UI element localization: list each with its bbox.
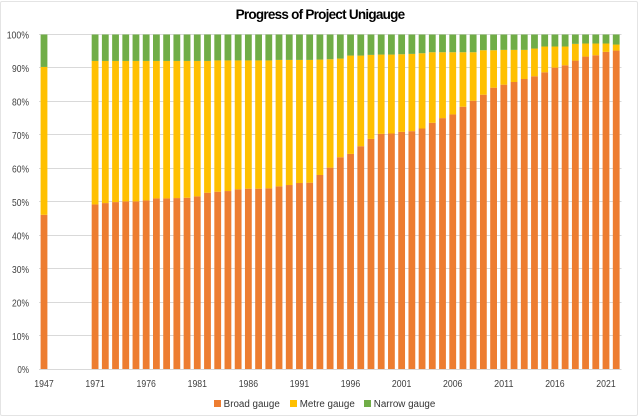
svg-text:1976: 1976 [137, 379, 157, 390]
svg-text:1996: 1996 [341, 379, 361, 390]
svg-text:80%: 80% [12, 98, 29, 109]
svg-text:1981: 1981 [188, 379, 208, 390]
svg-text:2006: 2006 [443, 379, 463, 390]
svg-text:2016: 2016 [545, 379, 565, 390]
svg-text:70%: 70% [12, 131, 29, 142]
svg-text:60%: 60% [12, 165, 29, 176]
svg-text:90%: 90% [12, 64, 29, 75]
svg-text:1991: 1991 [290, 379, 310, 390]
svg-text:10%: 10% [12, 332, 29, 343]
svg-text:0%: 0% [17, 365, 29, 376]
svg-text:2001: 2001 [392, 379, 412, 390]
svg-text:1986: 1986 [239, 379, 259, 390]
svg-text:1971: 1971 [85, 379, 105, 390]
svg-text:30%: 30% [12, 265, 29, 276]
svg-text:1947: 1947 [34, 379, 54, 390]
svg-text:20%: 20% [12, 298, 29, 309]
svg-text:40%: 40% [12, 231, 29, 242]
svg-text:100%: 100% [7, 31, 29, 42]
svg-text:2021: 2021 [596, 379, 616, 390]
svg-text:2011: 2011 [494, 379, 514, 390]
svg-text:50%: 50% [12, 198, 29, 209]
